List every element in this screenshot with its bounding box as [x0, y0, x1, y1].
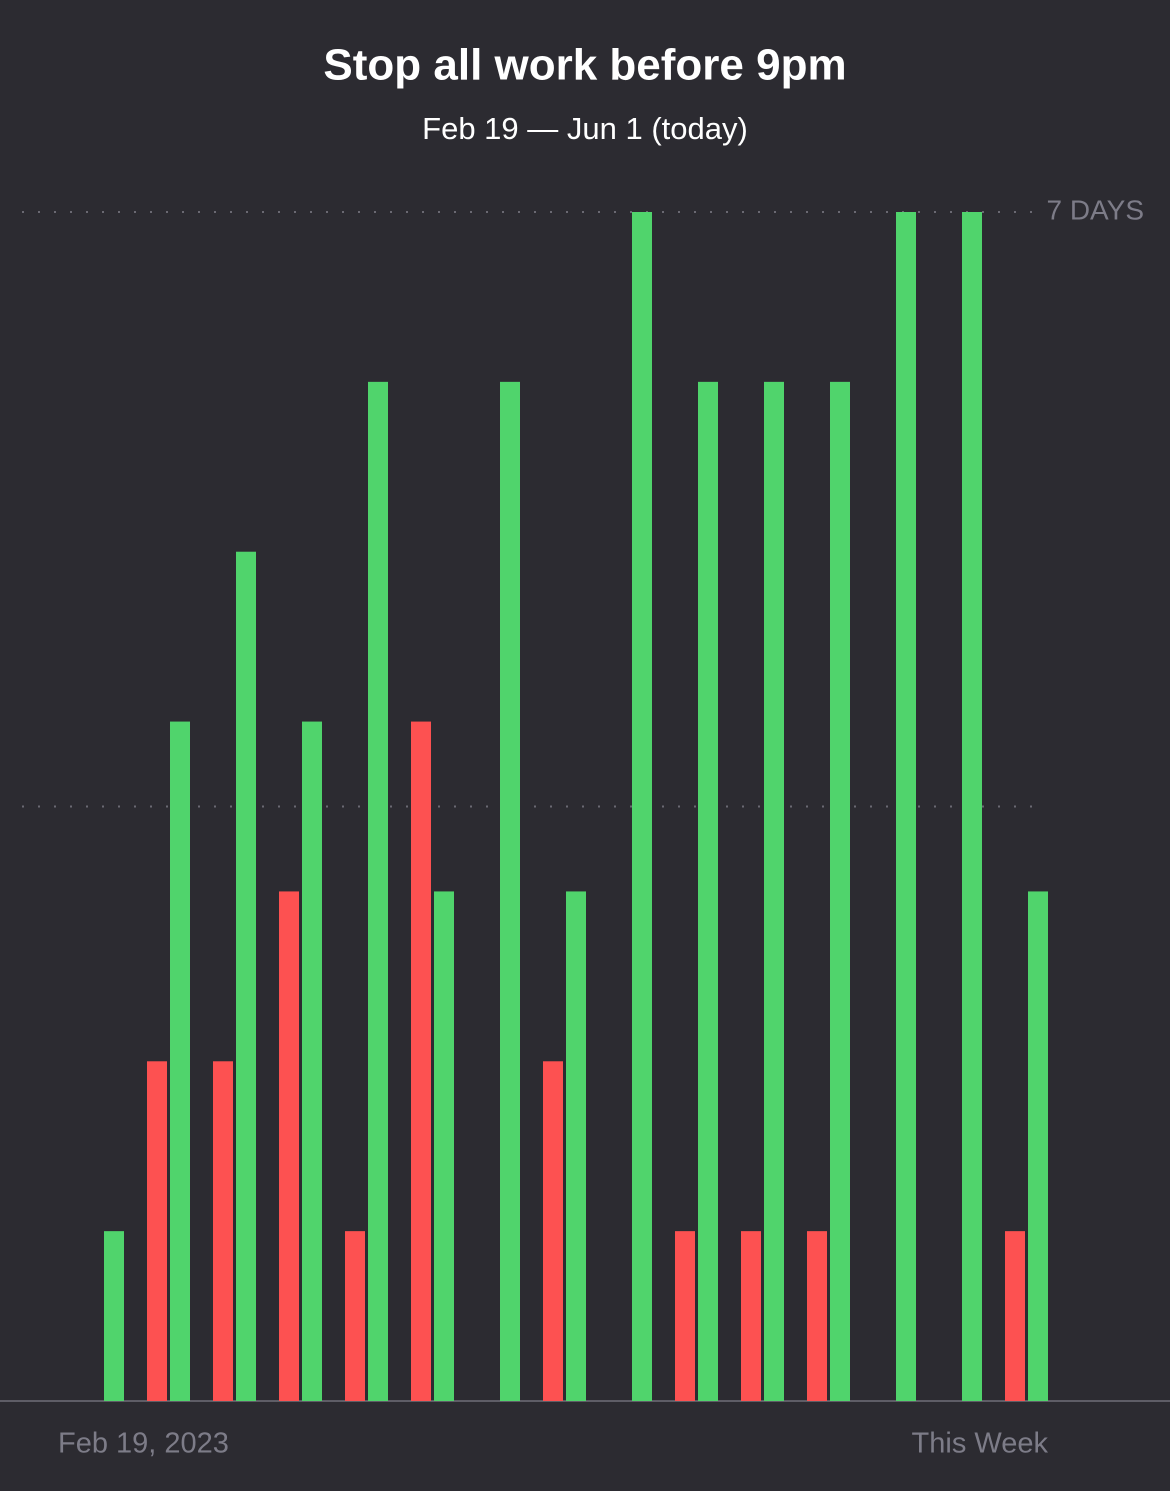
chart-title: Stop all work before 9pm [323, 41, 846, 90]
chart-subtitle: Feb 19 — Jun 1 (today) [422, 111, 748, 146]
bar [764, 381, 784, 1401]
y-tick-label: 7 DAYS [1046, 194, 1144, 225]
bar [741, 1231, 761, 1401]
bar [632, 212, 652, 1401]
bar [896, 212, 916, 1401]
bar [236, 551, 256, 1401]
bar [279, 891, 299, 1401]
bar [434, 891, 454, 1401]
x-tick-label: This Week [912, 1428, 1049, 1460]
bar [962, 212, 982, 1401]
bar [345, 1231, 365, 1401]
bar [566, 891, 586, 1401]
bar [675, 1231, 695, 1401]
bar [807, 1231, 827, 1401]
x-tick-label: Feb 19, 2023 [58, 1428, 229, 1460]
bar [368, 381, 388, 1401]
bar [543, 1061, 563, 1401]
bar [170, 721, 190, 1401]
bar [147, 1061, 167, 1401]
bar [213, 1061, 233, 1401]
bar [698, 381, 718, 1401]
bar [104, 1231, 124, 1401]
bar [411, 721, 431, 1401]
bar [1028, 891, 1048, 1401]
bar [302, 721, 322, 1401]
bar [500, 381, 520, 1401]
bar [830, 381, 850, 1401]
bar [1005, 1231, 1025, 1401]
